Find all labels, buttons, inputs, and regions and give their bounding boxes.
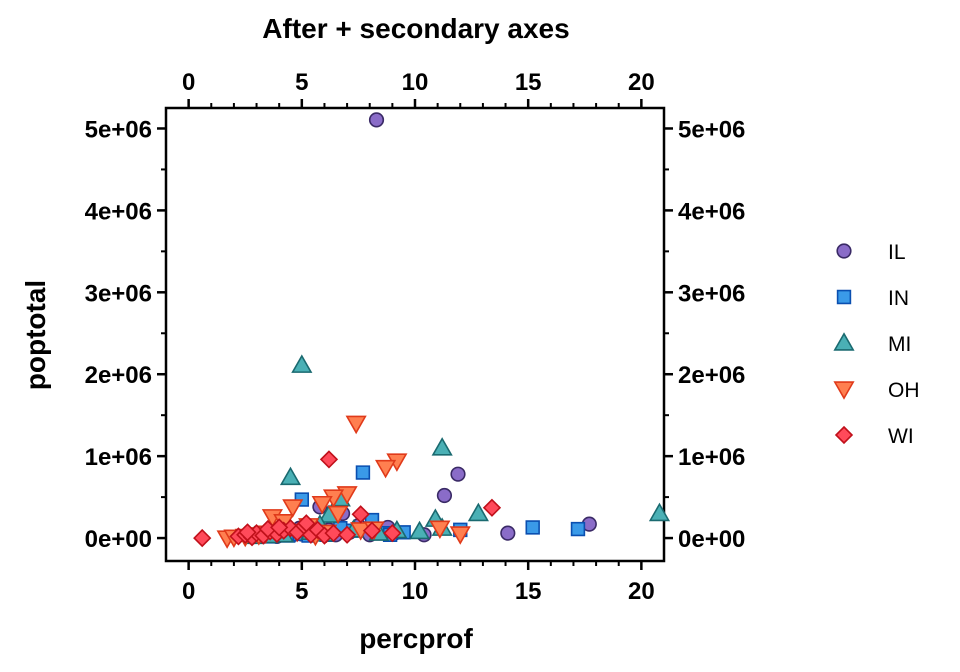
legend-label: IL — [888, 241, 906, 264]
x-tick-label: 0 — [182, 578, 195, 605]
y-tick-label: 4e+06 — [85, 198, 152, 225]
y-tick-label: 0e+00 — [85, 526, 152, 553]
plot-area — [164, 106, 666, 563]
y-tick-label: 2e+06 — [85, 362, 152, 389]
data-point — [324, 524, 343, 543]
x-tick-label: 20 — [628, 578, 655, 605]
x-tick-label: 10 — [402, 578, 429, 605]
legend-label: WI — [888, 425, 914, 448]
y-tick-label: 3e+06 — [85, 280, 152, 307]
data-point — [337, 525, 357, 544]
legend-label: MI — [888, 333, 911, 356]
data-point — [279, 466, 302, 486]
data-point — [282, 499, 304, 518]
x2-tick-label: 15 — [515, 69, 542, 96]
data-point — [368, 112, 385, 128]
x2-tick-label: 20 — [628, 69, 655, 96]
data-point — [450, 466, 466, 482]
data-point — [570, 521, 586, 537]
data-point — [482, 498, 502, 517]
data-points — [193, 112, 671, 549]
data-point — [345, 415, 367, 435]
y-tick-label: 5e+06 — [85, 116, 152, 143]
x2-tick-label: 10 — [402, 69, 429, 96]
data-point — [311, 495, 333, 515]
legend-marker — [833, 332, 855, 351]
data-point — [374, 459, 397, 479]
data-point — [500, 525, 516, 541]
y2-tick-label: 2e+06 — [678, 362, 745, 389]
y2-tick-label: 5e+06 — [678, 116, 745, 143]
legend-marker — [834, 425, 854, 445]
chart-title: After + secondary axes — [262, 13, 569, 44]
legend: IL IN MI OH WI — [833, 241, 920, 448]
legend-label: OH — [888, 379, 920, 402]
y-tick-label: 1e+06 — [85, 444, 152, 471]
data-point — [431, 437, 453, 456]
data-point — [408, 520, 431, 540]
data-point — [436, 487, 453, 504]
y-axis-label: poptotal — [20, 280, 51, 390]
x2-tick-label: 0 — [182, 69, 195, 96]
x2-tick-label: 5 — [295, 69, 308, 96]
x-tick-label: 15 — [515, 578, 542, 605]
y2-tick-label: 0e+00 — [678, 526, 745, 553]
y2-tick-label: 3e+06 — [678, 280, 745, 307]
data-point — [193, 528, 212, 548]
x-axis-label: percprof — [359, 623, 473, 654]
data-point — [238, 523, 257, 542]
data-point — [648, 502, 671, 522]
data-point — [270, 518, 289, 537]
data-point — [351, 505, 370, 524]
data-point — [291, 354, 313, 373]
y2-tick-label: 1e+06 — [678, 444, 745, 471]
legend-marker — [836, 289, 852, 305]
y2-tick-label: 4e+06 — [678, 198, 745, 225]
legend-marker — [836, 243, 852, 259]
data-point — [319, 450, 339, 469]
series-WI — [193, 450, 502, 548]
data-point — [449, 526, 471, 545]
x-tick-label: 5 — [295, 578, 308, 605]
data-point — [383, 524, 402, 543]
data-point — [467, 502, 489, 522]
data-point — [355, 465, 371, 480]
data-point — [327, 505, 349, 525]
data-point — [297, 514, 316, 533]
data-point — [429, 520, 451, 540]
legend-label: IN — [888, 287, 909, 310]
data-point — [525, 520, 540, 535]
legend-marker — [833, 381, 855, 400]
data-point — [362, 521, 382, 540]
axes-ticks: 0 0 5 5 10 10 15 15 20 20 0e+00 0e+00 1e+06 1e+06 2e+0… — [85, 69, 746, 605]
